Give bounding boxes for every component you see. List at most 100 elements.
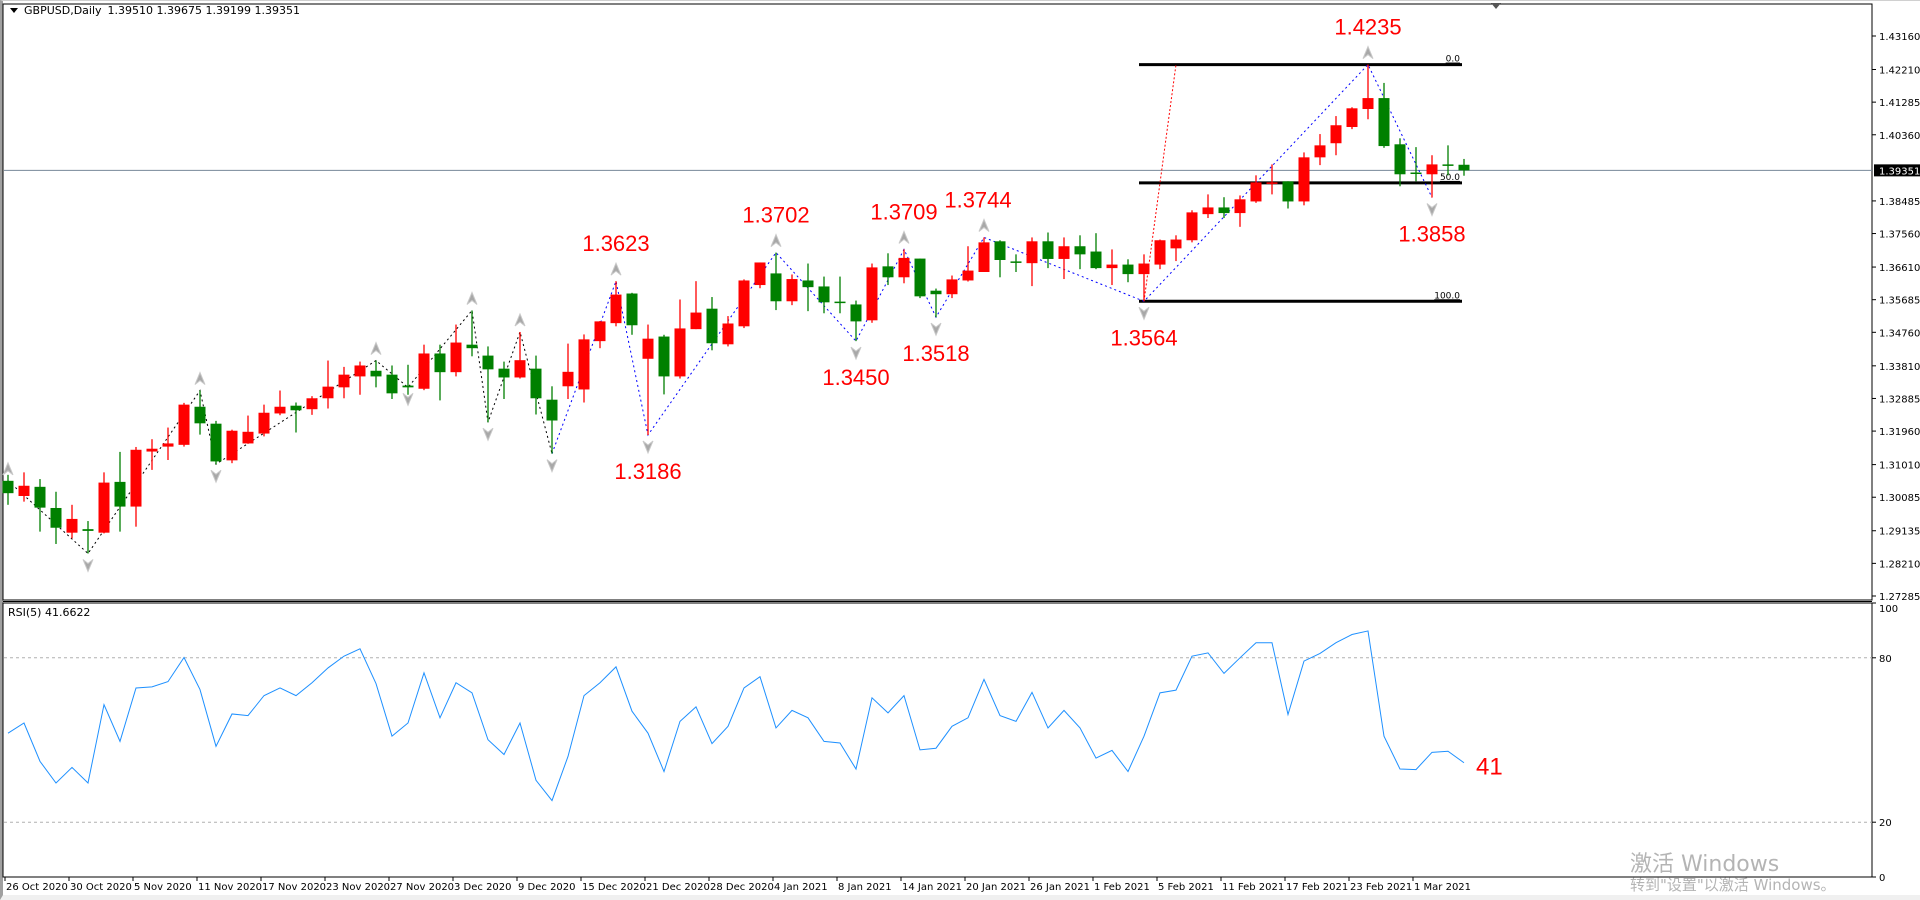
- candle-body: [786, 279, 798, 302]
- pivot-arrows: [2, 45, 1438, 573]
- dropdown-triangle-icon[interactable]: [10, 8, 18, 13]
- candle-9: [146, 439, 158, 470]
- fibonacci-retracement[interactable]: 0.0 50.0 100.0: [1139, 55, 1462, 303]
- candle-30: [482, 346, 494, 423]
- price-tick-label: 1.35685: [1879, 296, 1920, 307]
- date-tick-label: 11 Feb 2021: [1222, 882, 1284, 893]
- candle-body: [418, 353, 430, 389]
- candle-0: [2, 474, 14, 505]
- pivot-price-label: 1.3858: [1398, 222, 1465, 247]
- pivot-high-arrow-icon: [898, 230, 910, 244]
- candle-24: [386, 365, 398, 399]
- pivot-price-label: 1.3450: [822, 365, 889, 390]
- candle-body: [1266, 182, 1278, 184]
- date-tick-label: 17 Feb 2021: [1286, 882, 1348, 893]
- candle-body: [50, 507, 62, 528]
- candle-35: [562, 343, 574, 399]
- pivot-high-arrow-icon: [2, 461, 14, 476]
- candle-body: [546, 399, 558, 421]
- candle-body: [674, 328, 686, 377]
- rsi-tick-label: 80: [1879, 654, 1892, 665]
- fib-level-label: 100.0: [1434, 291, 1460, 301]
- candle-56: [898, 249, 910, 284]
- fib-level-label: 0.0: [1446, 55, 1461, 65]
- pivot-low-arrow-icon: [546, 459, 558, 473]
- candle-body: [482, 355, 494, 370]
- candle-42: [674, 299, 686, 379]
- chart-header: GBPUSD,Daily 1.39510 1.39675 1.39199 1.3…: [10, 4, 300, 17]
- candle-body: [146, 448, 158, 452]
- candle-body: [514, 360, 526, 378]
- candle-91: [1458, 158, 1470, 176]
- candle-body: [498, 368, 510, 378]
- candle-body: [930, 290, 942, 295]
- candle-body: [66, 518, 78, 533]
- pivot-high-arrow-icon: [1362, 45, 1374, 59]
- candle-29: [466, 310, 478, 357]
- date-tick-label: 1 Feb 2021: [1094, 882, 1150, 893]
- candle-54: [866, 263, 878, 323]
- candle-88: [1410, 147, 1422, 182]
- candle-body: [1234, 199, 1246, 214]
- candle-body: [354, 365, 366, 377]
- candle-body: [290, 405, 302, 411]
- candle-body: [562, 371, 574, 387]
- candle-21: [338, 366, 350, 399]
- zigzag-late: [551, 63, 1433, 454]
- date-tick-label: 28 Dec 2020: [710, 882, 774, 893]
- zigzag-indicator: [7, 63, 1433, 555]
- candle-body: [162, 443, 174, 447]
- date-tick-label: 17 Nov 2020: [262, 882, 326, 893]
- candle-body: [626, 293, 638, 326]
- candle-body: [1314, 145, 1326, 158]
- candle-body: [1170, 239, 1182, 249]
- candle-39: [626, 292, 638, 335]
- candle-body: [1346, 108, 1358, 128]
- candle-body: [1362, 98, 1374, 110]
- candle-body: [1042, 241, 1054, 259]
- date-tick-label: 27 Nov 2020: [390, 882, 454, 893]
- candle-10: [162, 427, 174, 461]
- rsi-line: 41: [7, 630, 1503, 802]
- candle-body: [658, 336, 670, 377]
- candle-55: [882, 253, 894, 286]
- candle-32: [514, 331, 526, 379]
- candle-body: [1378, 98, 1390, 147]
- candle-body: [1186, 212, 1198, 241]
- candle-40: [642, 324, 654, 435]
- price-tick-label: 1.42210: [1879, 66, 1920, 77]
- rsi-tick-label: 0: [1879, 873, 1885, 884]
- candle-66: [1058, 237, 1070, 280]
- date-tick-label: 5 Feb 2021: [1158, 882, 1214, 893]
- candle-body: [1138, 263, 1150, 275]
- candle-body: [1250, 182, 1262, 202]
- chart-shift-marker-icon[interactable]: [1491, 3, 1501, 9]
- candle-body: [1154, 240, 1166, 265]
- candle-body: [1458, 164, 1470, 171]
- candle-46: [738, 279, 750, 329]
- candle-69: [1106, 249, 1118, 286]
- candle-5: [82, 521, 94, 554]
- rsi-title: RSI(5) 41.6622: [8, 606, 91, 619]
- candle-body: [578, 339, 590, 390]
- candle-64: [1026, 237, 1038, 287]
- date-tick-label: 23 Nov 2020: [326, 882, 390, 893]
- candle-7: [114, 451, 126, 532]
- candle-body: [114, 481, 126, 507]
- candle-body: [1074, 246, 1086, 255]
- date-tick-label: 26 Oct 2020: [6, 882, 68, 893]
- candle-body: [130, 449, 142, 507]
- candle-body: [1426, 164, 1438, 175]
- pivot-price-label: 1.4235: [1334, 15, 1401, 40]
- pivot-high-arrow-icon: [370, 341, 382, 355]
- candle-45: [722, 316, 734, 347]
- pivot-price-label: 1.3623: [582, 231, 649, 256]
- candle-body: [82, 529, 94, 531]
- candle-44: [706, 297, 718, 351]
- price-tick-label: 1.34760: [1879, 328, 1920, 339]
- candle-body: [210, 423, 222, 462]
- candle-43: [690, 281, 702, 330]
- candle-41: [658, 334, 670, 395]
